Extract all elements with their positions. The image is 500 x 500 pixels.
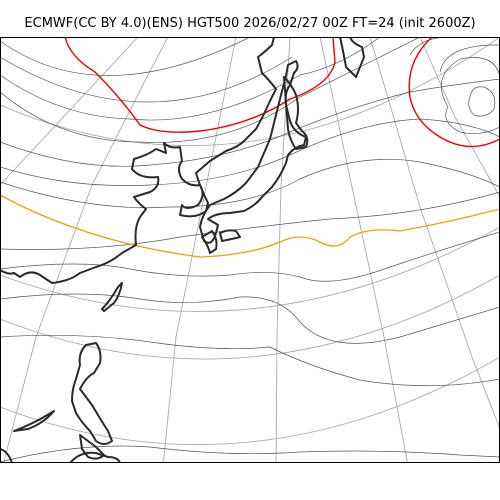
contour-line: [0, 158, 500, 209]
contour-line: [0, 118, 500, 186]
coastline-kamchatka: [339, 37, 365, 78]
parallel-line: [0, 37, 500, 147]
parallel-line: [0, 274, 500, 360]
coastlines: [0, 37, 365, 463]
meridian-line: [0, 37, 139, 186]
coastline-hokkaido: [283, 76, 309, 150]
contour-line: [0, 231, 500, 282]
hgt500-contours: [0, 37, 500, 463]
parallel-line: [0, 356, 500, 445]
contour-line: [0, 445, 500, 463]
coastline-honshu: [199, 60, 307, 244]
coastline-kyushu: [201, 230, 218, 254]
contour-line: [0, 37, 251, 76]
coastline-mainland: [0, 37, 277, 284]
contour-highlight-red: [64, 37, 336, 133]
map-background: [0, 37, 500, 463]
coastline-palawan: [13, 410, 55, 432]
meridian-line: [275, 37, 291, 463]
contour-line: [0, 78, 500, 167]
meridian-line: [162, 37, 237, 463]
parallel-line: [0, 226, 500, 312]
map-panel: [0, 37, 500, 463]
contour-line: [0, 37, 421, 143]
contour-line: [0, 293, 500, 344]
meridian-line: [369, 37, 500, 430]
map-title: ECMWF(CC BY 4.0)(ENS) HGT500 2026/02/27 …: [24, 16, 476, 31]
contour-line: [0, 56, 293, 103]
meridian-line: [419, 37, 500, 198]
contour-line: [468, 86, 496, 117]
contour-line: [0, 37, 381, 121]
coastline-borneo: [0, 448, 13, 463]
coastline-luzon: [71, 342, 113, 445]
coastline-taiwan: [101, 282, 123, 312]
contour-line: [0, 334, 500, 387]
coastline-shikoku: [219, 229, 241, 242]
map-svg: [0, 37, 500, 463]
contour-line: [440, 57, 500, 134]
coastline-mindanao: [69, 451, 121, 463]
meridian-line: [3, 37, 169, 463]
graticule-parallels: [0, 37, 500, 445]
contour-line: [439, 44, 500, 73]
contour-highlight-red-east: [408, 37, 500, 148]
contour-line: [0, 191, 500, 250]
contour-highlight-orange: [0, 194, 500, 258]
